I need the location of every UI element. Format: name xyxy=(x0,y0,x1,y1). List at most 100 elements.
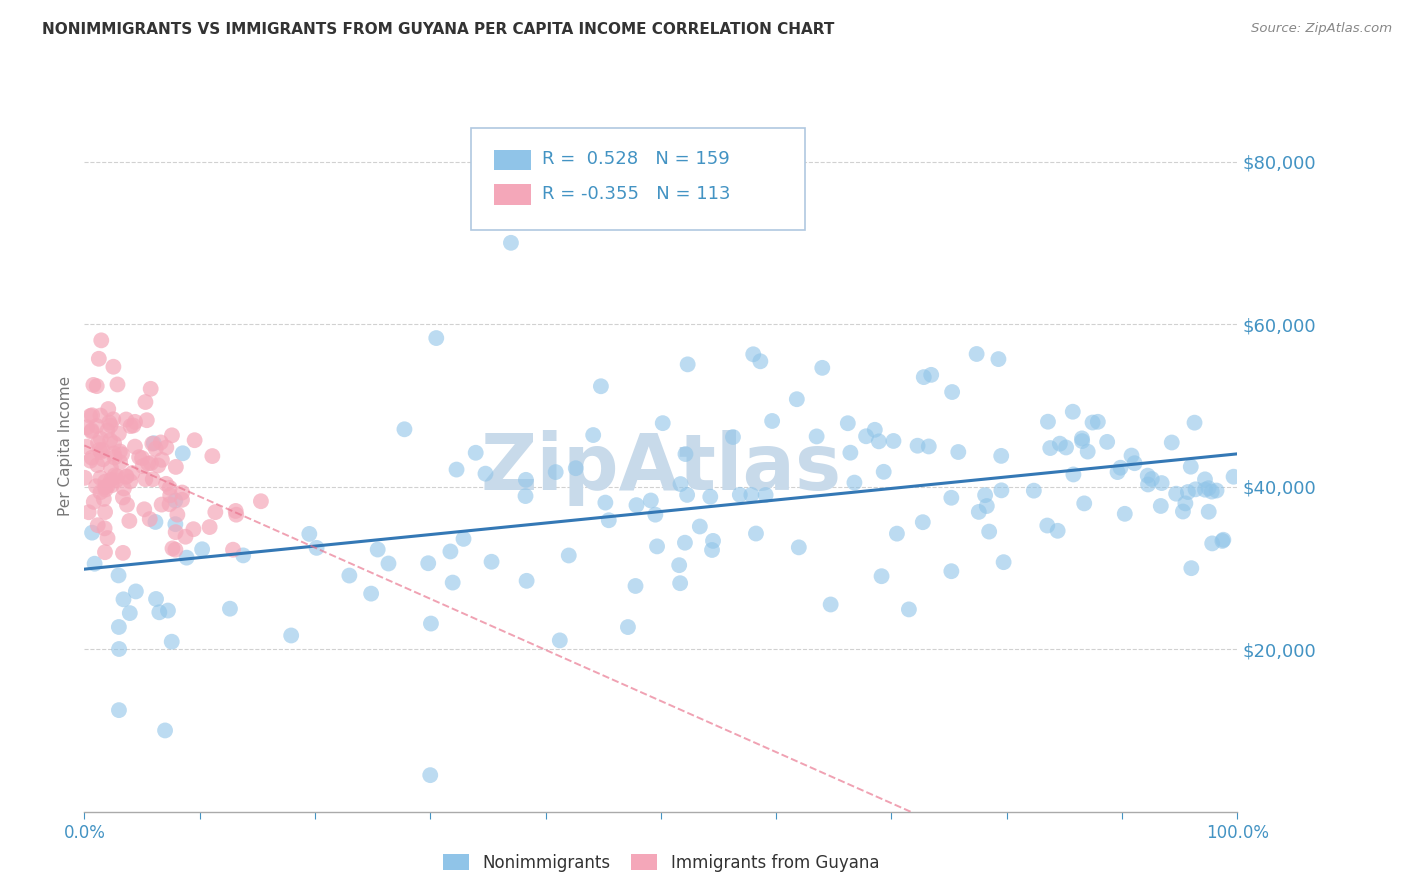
Point xyxy=(149,435,172,450)
Point xyxy=(669,576,692,591)
Point xyxy=(837,416,859,430)
Point xyxy=(153,723,176,738)
Point xyxy=(122,418,145,433)
Point xyxy=(441,575,464,590)
Point xyxy=(96,424,118,438)
Point xyxy=(165,493,187,508)
Point xyxy=(165,517,187,532)
Point xyxy=(148,458,170,473)
Point xyxy=(225,504,247,518)
Point xyxy=(142,436,165,450)
Point xyxy=(103,450,125,465)
Point xyxy=(1201,484,1223,499)
Text: R = -0.355   N = 113: R = -0.355 N = 113 xyxy=(543,185,731,202)
Point xyxy=(148,605,170,619)
Point xyxy=(139,456,162,470)
Point xyxy=(1171,504,1194,518)
Point xyxy=(855,429,877,443)
Point xyxy=(80,423,103,437)
Point xyxy=(595,495,617,509)
Point xyxy=(911,515,934,529)
Point xyxy=(94,545,117,559)
Point xyxy=(108,444,131,458)
Point xyxy=(941,564,963,578)
Point xyxy=(76,420,98,434)
Point xyxy=(446,462,468,476)
Point xyxy=(141,436,163,450)
Point xyxy=(377,557,399,571)
Point xyxy=(120,475,142,489)
Point xyxy=(993,555,1015,569)
Point xyxy=(745,526,768,541)
Point xyxy=(1022,483,1045,498)
Point xyxy=(882,434,904,448)
Point xyxy=(1194,472,1216,486)
Point xyxy=(644,508,666,522)
Point xyxy=(761,414,783,428)
Point xyxy=(700,543,723,558)
Point xyxy=(1081,416,1104,430)
Point xyxy=(82,378,104,392)
Point xyxy=(367,542,389,557)
Point xyxy=(624,579,647,593)
Point xyxy=(360,586,382,600)
Point xyxy=(150,452,173,467)
Point xyxy=(786,392,808,407)
Point xyxy=(976,499,998,513)
Point xyxy=(107,568,129,582)
Point xyxy=(112,482,135,496)
Point xyxy=(139,512,162,526)
Point xyxy=(755,488,778,502)
Point xyxy=(515,473,537,487)
Point xyxy=(873,465,896,479)
Point xyxy=(98,416,121,430)
Point xyxy=(1201,536,1223,550)
Point xyxy=(912,370,935,384)
Point xyxy=(111,491,134,505)
Point xyxy=(165,459,187,474)
Point xyxy=(132,459,155,474)
Point xyxy=(105,474,128,488)
Point xyxy=(1109,460,1132,475)
Point xyxy=(83,495,105,509)
Point xyxy=(740,488,762,502)
Point xyxy=(108,620,131,634)
Point xyxy=(103,446,125,460)
Point xyxy=(91,443,114,458)
Point xyxy=(76,440,98,454)
Point xyxy=(669,477,692,491)
Point xyxy=(907,439,929,453)
Point xyxy=(91,452,114,467)
Point xyxy=(1211,533,1233,548)
Point xyxy=(89,485,111,500)
Point xyxy=(134,395,156,409)
Point xyxy=(111,546,134,560)
Point xyxy=(1036,415,1059,429)
Point xyxy=(979,524,1001,539)
Point xyxy=(948,445,970,459)
Point xyxy=(516,574,538,588)
Point xyxy=(1077,444,1099,458)
Point xyxy=(94,475,117,489)
Point xyxy=(87,518,110,533)
Bar xyxy=(494,150,530,170)
Point xyxy=(139,382,162,396)
Point xyxy=(464,446,486,460)
Point xyxy=(79,409,101,423)
Point xyxy=(481,555,503,569)
Point xyxy=(108,455,131,469)
Point xyxy=(1087,415,1109,429)
Text: ZipAtlas: ZipAtlas xyxy=(481,430,841,506)
Point xyxy=(96,531,118,545)
Point xyxy=(80,525,103,540)
Point xyxy=(474,467,496,481)
Point xyxy=(162,541,184,556)
Point xyxy=(108,642,131,657)
Point xyxy=(86,419,108,434)
Point xyxy=(589,379,612,393)
Point xyxy=(1180,459,1202,474)
Point xyxy=(1121,449,1143,463)
Point xyxy=(967,505,990,519)
Point xyxy=(811,360,834,375)
Point xyxy=(990,449,1012,463)
